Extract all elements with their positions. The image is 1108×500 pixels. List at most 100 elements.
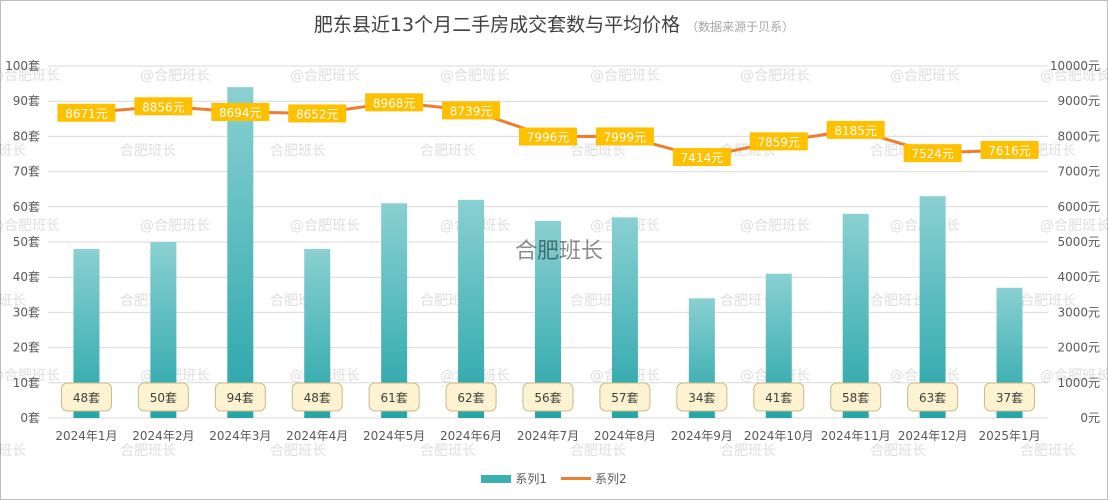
bar-data-label: 34套 — [688, 391, 715, 405]
line-label-box — [134, 97, 193, 116]
y-left-tick: 100套 — [5, 59, 40, 73]
bar-data-label: 41套 — [765, 391, 792, 405]
bar-label-box — [907, 382, 959, 412]
bar-data-label: 94套 — [227, 391, 254, 405]
bar-label-box — [445, 382, 497, 412]
y-left-tick: 90套 — [13, 94, 40, 108]
watermark: 合肥班长 — [420, 443, 476, 459]
x-tick: 2024年11月 — [821, 429, 891, 443]
bar[interactable] — [381, 203, 408, 418]
y-right-tick: 2000元 — [1057, 341, 1100, 355]
x-tick: 2024年3月 — [209, 429, 271, 443]
y-right-tick: 5000元 — [1057, 235, 1100, 249]
bar-data-label: 63套 — [919, 391, 946, 405]
watermark: 合肥班长 — [420, 143, 476, 159]
line-label-box — [826, 120, 885, 139]
legend: 系列1 系列2 — [0, 470, 1108, 487]
watermark: 合肥班长 — [0, 443, 26, 459]
watermark: @合肥班长 — [890, 68, 960, 84]
y-left-tick: 40套 — [13, 270, 40, 284]
x-tick: 2024年8月 — [594, 429, 656, 443]
bar-data-label: 50套 — [150, 391, 177, 405]
line-data-label: 8968元 — [373, 96, 416, 110]
y-left-tick: 10套 — [13, 376, 40, 390]
watermark: @合肥班长 — [740, 68, 810, 84]
bar-label-box — [753, 382, 805, 412]
legend-item-series2[interactable]: 系列2 — [561, 470, 627, 487]
line-data-label: 7996元 — [527, 131, 570, 145]
watermark: 合肥班长 — [870, 293, 926, 309]
x-tick: 2024年9月 — [671, 429, 733, 443]
y-right-tick: 9000元 — [1057, 94, 1100, 108]
watermark: 合肥班长 — [870, 443, 926, 459]
bar-data-label: 61套 — [381, 391, 408, 405]
bar-label-box — [676, 382, 728, 412]
x-tick: 2024年10月 — [744, 429, 814, 443]
line-label-box — [749, 132, 808, 151]
bar-data-label: 48套 — [73, 391, 100, 405]
x-tick: 2024年1月 — [55, 429, 117, 443]
watermark: @合肥班长 — [140, 68, 210, 84]
legend-item-series1[interactable]: 系列1 — [481, 470, 547, 487]
legend-swatch-bar — [481, 474, 512, 483]
bar-data-label: 62套 — [457, 391, 484, 405]
line-label-box — [442, 101, 501, 120]
y-right-tick: 1000元 — [1057, 376, 1100, 390]
y-right-tick: 8000元 — [1057, 129, 1100, 143]
watermark: 合肥班长 — [270, 443, 326, 459]
y-left-tick: 0套 — [20, 411, 40, 425]
watermark: 合肥班长 — [270, 143, 326, 159]
line-data-label: 8185元 — [834, 124, 877, 138]
bar-data-label: 37套 — [996, 391, 1023, 405]
watermark: @合肥班长 — [590, 68, 660, 84]
y-right-tick: 10000元 — [1050, 59, 1100, 73]
bar-data-label: 57套 — [611, 391, 638, 405]
bar-label-box — [368, 382, 420, 412]
line-label-box — [595, 127, 654, 146]
x-tick: 2024年5月 — [363, 429, 425, 443]
line-data-label: 7524元 — [911, 147, 954, 161]
watermark: 合肥班长 — [1020, 293, 1076, 309]
line-label-box — [57, 103, 116, 122]
bar[interactable] — [227, 87, 254, 419]
watermark: 合肥班长 — [570, 443, 626, 459]
title-text: 肥东县近13个月二手房成交套数与平均价格 — [313, 14, 681, 36]
watermark: @合肥班长 — [1040, 218, 1108, 234]
line-data-label: 7859元 — [757, 135, 800, 149]
x-tick: 2024年6月 — [440, 429, 502, 443]
line-data-label: 8694元 — [219, 106, 262, 120]
watermark: @合肥班长 — [0, 218, 60, 234]
y-left-tick: 60套 — [13, 200, 40, 214]
chart-subtitle: （数据来源于贝系） — [686, 20, 795, 34]
bar-label-box — [291, 382, 343, 412]
legend-swatch-line — [561, 477, 591, 480]
line-data-label: 7414元 — [681, 151, 724, 165]
y-right-tick: 4000元 — [1057, 270, 1100, 284]
y-right-tick: 6000元 — [1057, 200, 1100, 214]
line-data-label: 7616元 — [988, 144, 1031, 158]
line-data-label: 8652元 — [296, 107, 339, 121]
bar[interactable] — [919, 196, 946, 418]
line-data-label: 8671元 — [65, 107, 108, 121]
bar-label-box — [137, 382, 189, 412]
watermark: @合肥班长 — [290, 68, 360, 84]
watermark: 合肥班长 — [720, 443, 776, 459]
line-label-box — [903, 144, 962, 163]
y-left-tick: 30套 — [13, 305, 40, 319]
y-left-tick: 70套 — [13, 165, 40, 179]
bar-label-box — [522, 382, 574, 412]
line-label-box — [288, 104, 347, 123]
bar-data-label: 56套 — [534, 391, 561, 405]
bar-label-box — [599, 382, 651, 412]
watermark: @合肥班长 — [1040, 68, 1108, 84]
legend-label: 系列2 — [595, 472, 627, 486]
watermark: @合肥班长 — [740, 218, 810, 234]
bar[interactable] — [458, 199, 485, 418]
line-data-label: 8739元 — [450, 104, 493, 118]
line-data-label: 7999元 — [604, 130, 647, 144]
x-tick: 2025年1月 — [978, 429, 1040, 443]
watermark: @合肥班长 — [140, 218, 210, 234]
line-data-label: 8856元 — [142, 100, 185, 114]
watermark: 合肥班长 — [120, 143, 176, 159]
watermark: @合肥班长 — [1040, 368, 1108, 384]
